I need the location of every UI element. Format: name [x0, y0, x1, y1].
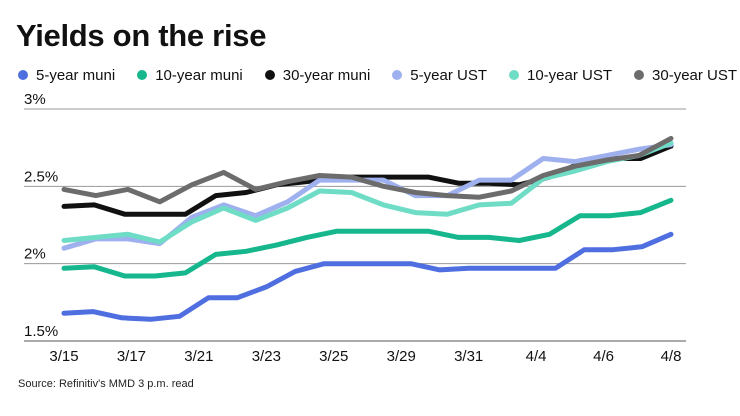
series-line-5-year-muni: [61, 231, 674, 322]
x-tick-label: 4/6: [593, 348, 614, 365]
x-tick-label: 3/29: [387, 348, 416, 365]
series-line-30-year-ust: [61, 135, 674, 205]
legend-swatch: [508, 70, 519, 80]
x-tick-label: 4/8: [661, 348, 682, 365]
legend-label: 30-year muni: [282, 66, 371, 84]
legend-label: 10-year muni: [155, 66, 243, 84]
y-tick-label: 1.5%: [24, 323, 58, 340]
y-tick-label: 2%: [24, 246, 46, 263]
y-axis-labels: 3% 2.5% 2% 1.5%: [24, 91, 58, 340]
legend-swatch: [18, 70, 28, 80]
legend-label: 30-year UST: [652, 66, 738, 84]
legend-label: 5-year muni: [36, 66, 116, 84]
legend-item: 10-year muni: [137, 67, 243, 84]
legend-swatch: [392, 70, 403, 80]
legend-item: 5-year muni: [18, 67, 115, 84]
series-line-10-year-ust: [61, 140, 674, 245]
x-tick-label: 3/17: [117, 348, 146, 365]
x-axis-labels: 3/15 3/17 3/21 3/23 3/25 3/29 3/31 4/4 4/6 4/8: [49, 348, 681, 365]
legend-swatch: [264, 70, 275, 80]
source-note: Source: Refinitiv's MMD 3 p.m. read: [18, 378, 194, 390]
legend-item: 10-year UST: [508, 66, 613, 84]
legend-item: 5-year UST: [392, 67, 487, 84]
x-tick-label: 3/25: [319, 348, 348, 365]
legend-swatch: [137, 70, 148, 80]
y-tick-label: 3%: [24, 91, 46, 108]
x-tick-label: 3/23: [252, 348, 281, 365]
gridlines: [24, 108, 686, 342]
x-tick-label: 3/21: [184, 348, 213, 365]
legend: 5-year muni 10-year muni 30-year muni 5-yea…: [18, 64, 737, 86]
legend-item: 30-year UST: [634, 67, 737, 84]
legend-label: 5-year UST: [410, 66, 487, 84]
legend-item: 30-year muni: [264, 66, 371, 84]
legend-swatch: [634, 70, 645, 80]
x-tick-label: 3/31: [454, 348, 483, 365]
x-tick-label: 4/4: [526, 348, 547, 365]
legend-label: 10-year UST: [526, 66, 613, 84]
y-tick-label: 2.5%: [24, 168, 58, 185]
series-lines: [61, 135, 674, 322]
x-tick-label: 3/15: [49, 348, 78, 365]
series-line-10-year-muni: [61, 197, 674, 279]
chart-title: Yields on the rise: [16, 18, 267, 53]
